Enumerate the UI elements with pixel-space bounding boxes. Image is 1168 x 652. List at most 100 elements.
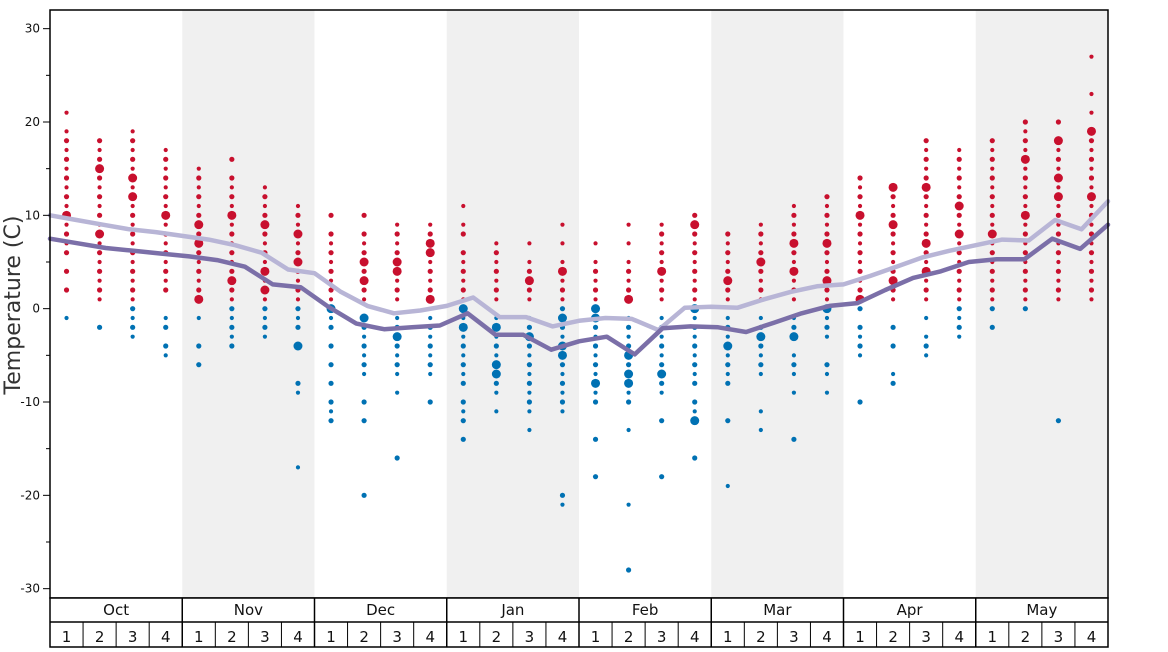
warm-dot [659,259,664,265]
warm-dot [328,287,334,293]
warm-dot [1022,231,1028,237]
week-label: 1 [855,628,865,646]
month-label: Apr [897,601,924,619]
cold-dot [361,492,367,498]
warm-dot [97,203,102,209]
warm-dot [890,194,896,200]
cold-dot [491,369,501,379]
warm-dot [262,259,268,265]
warm-dot [824,222,830,227]
warm-dot [163,222,168,227]
cold-dot [460,362,466,368]
warm-dot [857,259,863,265]
warm-dot [229,250,235,256]
warm-dot [990,222,995,227]
warm-dot [161,210,171,220]
warm-dot [923,287,929,293]
warm-dot [392,257,402,267]
cold-dot [295,390,301,395]
week-label: 1 [988,628,998,646]
warm-dot [96,175,103,181]
warm-dot [725,287,731,293]
warm-dot [855,210,865,220]
warm-dot [427,287,433,293]
warm-dot [1053,173,1063,183]
warm-dot [923,175,929,181]
cold-dot [560,334,565,339]
y-axis-label: Temperature (C) [1,216,26,396]
warm-dot [924,203,929,209]
week-label: 2 [227,628,237,646]
cold-dot [328,399,334,405]
warm-dot [1056,278,1061,283]
warm-dot [196,259,201,265]
warm-dot [425,238,435,248]
warm-dot [229,231,235,237]
cold-dot [361,334,367,339]
cold-dot [392,332,402,342]
cold-dot [559,362,566,368]
warm-dot [361,268,367,274]
cold-dot [395,315,400,321]
warm-dot [1055,119,1062,125]
cold-dot [229,324,235,330]
warm-dot [725,241,730,246]
cold-dot [359,313,369,323]
warm-dot [361,250,367,256]
warm-dot [560,222,565,227]
y-axis: 30 20 10 0 -10 -20 -30 [20,22,50,596]
warm-dot [557,266,567,276]
warm-dot [63,250,70,256]
warm-dot [626,278,631,283]
week-label: 4 [425,628,435,646]
warm-dot [63,287,70,293]
cold-dot [262,315,268,321]
warm-dot [989,212,995,218]
warm-dot [130,297,135,302]
cold-dot [527,371,532,377]
cold-dot [394,343,400,349]
warm-dot [196,287,202,293]
warm-dot [328,268,334,274]
warm-dot [857,203,863,209]
warm-dot [758,222,763,227]
week-label: 3 [260,628,270,646]
y-tick-label: 0 [32,302,40,316]
month-label: Mar [763,601,792,619]
week-label: 4 [1087,628,1097,646]
cold-dot [857,343,863,349]
cold-dot [659,418,665,424]
warm-dot [1053,192,1063,202]
warm-dot [63,156,70,162]
cold-dot [725,334,730,339]
warm-dot [64,147,69,153]
cold-dot [559,306,566,312]
warm-dot [657,266,667,276]
warm-dot [460,250,466,256]
warm-dot [526,287,533,293]
warm-dot [956,250,962,256]
cold-dot [626,427,631,433]
warm-dot [956,175,962,181]
warm-dot [954,229,964,239]
warm-dot [957,241,962,246]
week-label: 1 [723,628,733,646]
warm-dot [64,110,69,115]
warm-dot [758,250,764,256]
warm-dot [328,297,334,302]
week-label: 2 [624,628,634,646]
warm-dot [63,175,70,181]
warm-dot [96,268,103,274]
cold-dot [593,371,598,377]
cold-dot [791,371,797,377]
warm-dot [1020,154,1030,164]
warm-dot [130,166,135,171]
cold-dot [295,306,301,312]
cold-dot [857,306,863,312]
warm-dot [196,175,202,181]
warm-dot [293,229,303,239]
warm-dot [196,166,201,171]
warm-dot [560,278,565,283]
warm-dot [1088,287,1095,293]
warm-dot [260,266,270,276]
